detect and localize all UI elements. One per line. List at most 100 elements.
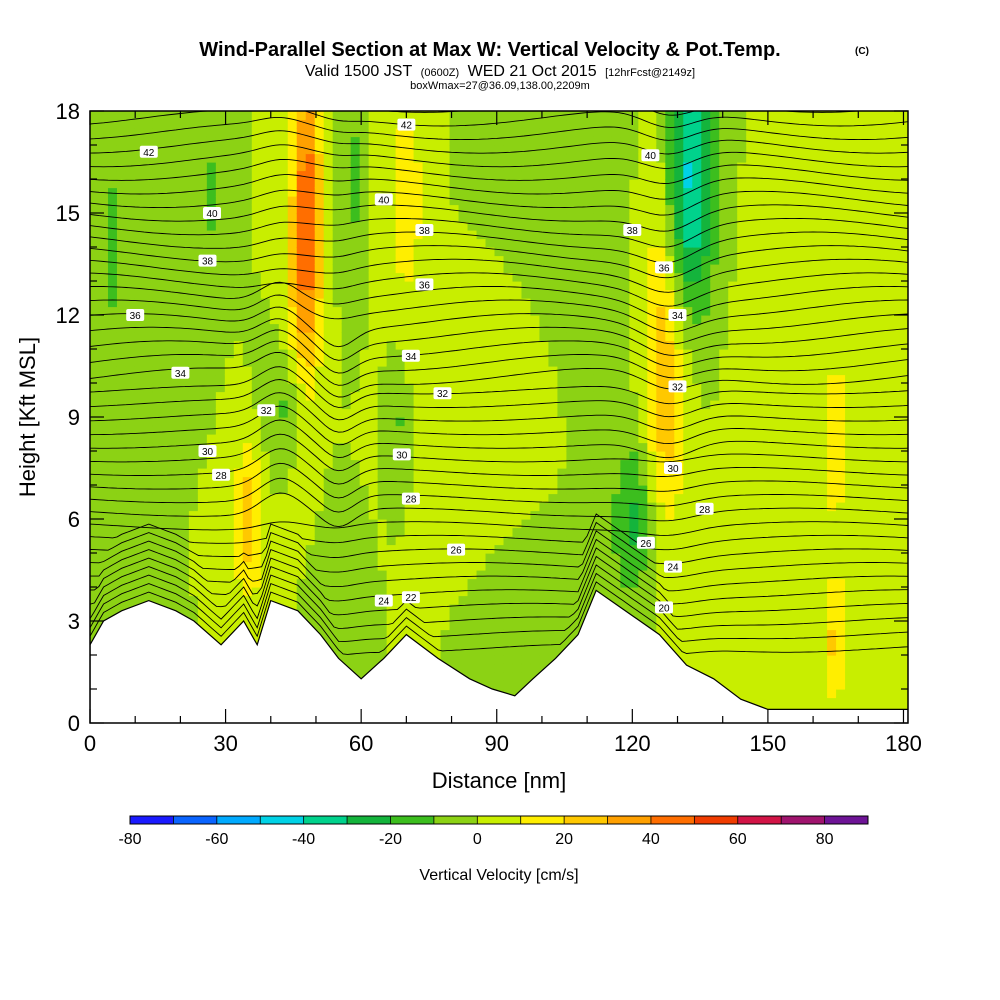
field-cell: [458, 187, 469, 197]
field-cell: [620, 289, 630, 299]
field-cell: [557, 527, 568, 537]
field-cell: [242, 510, 253, 520]
field-cell: [143, 578, 154, 588]
field-cell: [90, 145, 100, 155]
field-cell: [143, 230, 154, 240]
field-cell: [449, 366, 460, 376]
field-cell: [413, 366, 424, 376]
field-cell: [404, 111, 415, 121]
field-cell: [260, 391, 271, 401]
field-cell: [323, 510, 334, 520]
field-cell: [305, 281, 316, 291]
field-cell: [197, 408, 208, 418]
field-cell: [170, 340, 181, 350]
field-cell: [314, 391, 325, 401]
field-cell: [647, 196, 657, 206]
field-cell: [260, 170, 271, 180]
field-cell: [404, 629, 415, 639]
field-cell: [575, 170, 585, 180]
field-cell: [188, 451, 199, 461]
field-cell: [215, 493, 226, 503]
field-cell: [512, 332, 523, 342]
field-cell: [467, 536, 478, 546]
field-cell: [539, 587, 550, 597]
field-cell: [602, 391, 612, 401]
field-cell: [503, 544, 514, 554]
field-cell: [359, 510, 370, 520]
field-cell: [350, 196, 361, 206]
field-cell: [305, 408, 316, 418]
field-cell: [449, 502, 460, 512]
field-cell: [242, 442, 253, 452]
field-cell: [431, 493, 442, 503]
field-cell: [656, 544, 666, 554]
field-cell: [611, 519, 621, 529]
field-cell: [314, 264, 325, 274]
field-cell: [458, 570, 469, 580]
field-cell: [90, 629, 100, 639]
field-cell: [350, 638, 361, 648]
field-cell: [170, 272, 181, 282]
field-cell: [125, 357, 136, 367]
field-cell: [224, 179, 235, 189]
field-cell: [260, 357, 271, 367]
field-cell: [98, 527, 109, 537]
field-cell: [683, 629, 693, 639]
field-cell: [602, 519, 612, 529]
field-cell: [674, 434, 684, 444]
field-cell: [278, 374, 289, 384]
field-cell: [224, 434, 235, 444]
field-cell: [683, 357, 693, 367]
field-cell: [467, 289, 478, 299]
field-cell: [548, 272, 559, 282]
field-cell: [386, 638, 397, 648]
field-cell: [593, 366, 603, 376]
field-cell: [197, 536, 208, 546]
field-cell: [404, 315, 415, 325]
field-cell: [656, 510, 666, 520]
field-cell: [692, 204, 702, 214]
field-cell: [386, 587, 397, 597]
field-cell: [233, 357, 244, 367]
field-cell: [341, 408, 352, 418]
field-cell: [395, 468, 406, 478]
field-cell: [341, 604, 352, 614]
field-cell: [197, 323, 208, 333]
field-cell: [305, 179, 316, 189]
field-cell: [530, 646, 541, 656]
field-cell: [341, 323, 352, 333]
field-cell: [305, 170, 316, 180]
field-cell: [467, 663, 478, 673]
field-cell: [386, 527, 397, 537]
field-cell: [341, 553, 352, 563]
field-cell: [494, 646, 505, 656]
field-cell: [242, 400, 253, 410]
field-cell: [134, 587, 145, 597]
field-cell: [458, 485, 469, 495]
field-cell: [251, 264, 262, 274]
field-cell: [350, 298, 361, 308]
field-cell: [206, 468, 217, 478]
field-cell: [179, 527, 190, 537]
field-cell: [377, 332, 388, 342]
field-cell: [413, 170, 424, 180]
field-cell: [350, 578, 361, 588]
field-cell: [458, 612, 469, 622]
field-cell: [386, 544, 397, 554]
field-cell: [116, 153, 127, 163]
field-cell: [674, 391, 684, 401]
field-cell: [233, 136, 244, 146]
field-cell: [305, 553, 316, 563]
field-cell: [161, 230, 172, 240]
field-cell: [629, 502, 639, 512]
field-cell: [377, 170, 388, 180]
field-cell: [566, 425, 577, 435]
field-cell: [575, 357, 585, 367]
field-cell: [350, 145, 361, 155]
field-cell: [638, 485, 648, 495]
field-cell: [512, 145, 523, 155]
field-cell: [611, 561, 621, 571]
field-cell: [404, 383, 415, 393]
field-cell: [665, 553, 675, 563]
field-cell: [476, 510, 487, 520]
